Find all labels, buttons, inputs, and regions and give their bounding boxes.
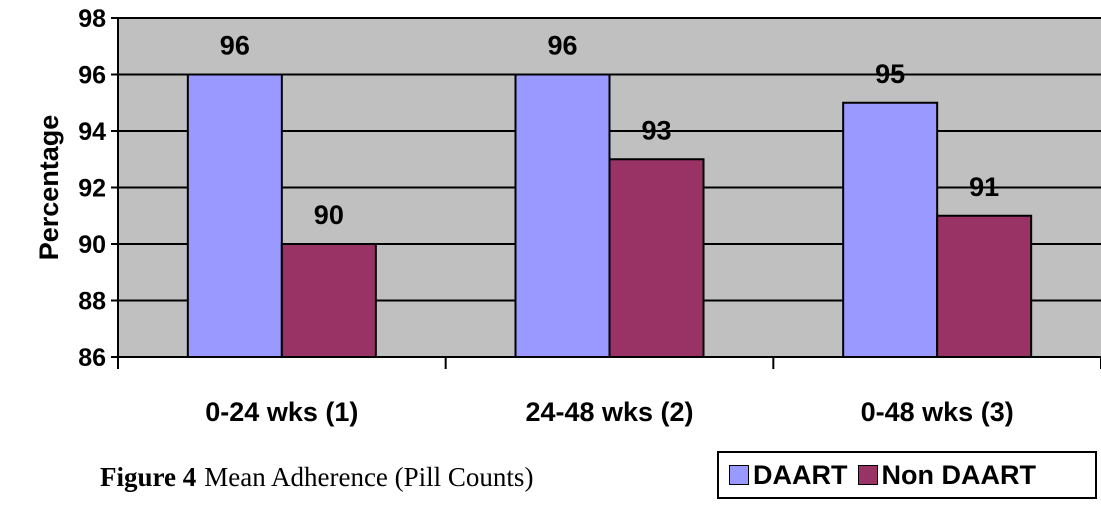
y-axis: 86 88 90 92 94 96 98 bbox=[78, 5, 119, 372]
figure-number: Figure 4 bbox=[100, 462, 197, 492]
x-tick-label: 0-48 wks (3) bbox=[861, 397, 1014, 427]
figure-caption-text: Mean Adherence (Pill Counts) bbox=[204, 462, 534, 492]
data-label: 91 bbox=[969, 172, 999, 202]
y-tick-label: 86 bbox=[78, 344, 106, 372]
legend: DAART Non DAART bbox=[717, 451, 1097, 499]
x-tick-label: 0-24 wks (1) bbox=[205, 397, 358, 427]
bar-non-daart bbox=[608, 158, 705, 358]
data-labels: 96 90 96 93 95 91 bbox=[220, 31, 999, 231]
legend-swatch-non-daart bbox=[857, 465, 878, 485]
legend-label-daart: DAART bbox=[753, 459, 848, 490]
x-tick-label: 24-48 wks (2) bbox=[525, 397, 693, 427]
data-label: 95 bbox=[875, 59, 905, 89]
legend-item-non-daart: Non DAART bbox=[857, 459, 1036, 491]
data-label: 90 bbox=[314, 200, 344, 230]
legend-label-non-daart: Non DAART bbox=[881, 459, 1036, 490]
bar-non-daart bbox=[936, 214, 1033, 358]
bar-chart: 96 90 96 93 95 91 86 88 90 92 94 96 98 0-24 wks (1)… bbox=[34, 5, 1101, 427]
data-label: 96 bbox=[547, 31, 577, 61]
data-label: 93 bbox=[641, 115, 671, 145]
y-tick-label: 96 bbox=[78, 62, 106, 90]
y-tick-label: 92 bbox=[78, 175, 106, 203]
figure-caption: Figure 4 Mean Adherence (Pill Counts) bbox=[100, 462, 533, 493]
x-axis: 0-24 wks (1) 24-48 wks (2) 0-48 wks (3) bbox=[117, 356, 1101, 427]
y-tick-label: 98 bbox=[78, 5, 106, 33]
y-axis-label: Percentage bbox=[34, 115, 64, 261]
y-tick-label: 90 bbox=[78, 231, 106, 259]
bar-daart bbox=[514, 73, 611, 358]
y-tick-label: 94 bbox=[78, 118, 106, 146]
bar-daart bbox=[842, 101, 939, 358]
bar-non-daart bbox=[280, 243, 377, 358]
legend-swatch-daart bbox=[729, 465, 749, 485]
bar-daart bbox=[186, 73, 283, 358]
data-label: 96 bbox=[220, 31, 250, 61]
legend-item-daart: DAART bbox=[729, 460, 848, 491]
y-tick-label: 88 bbox=[78, 288, 106, 316]
